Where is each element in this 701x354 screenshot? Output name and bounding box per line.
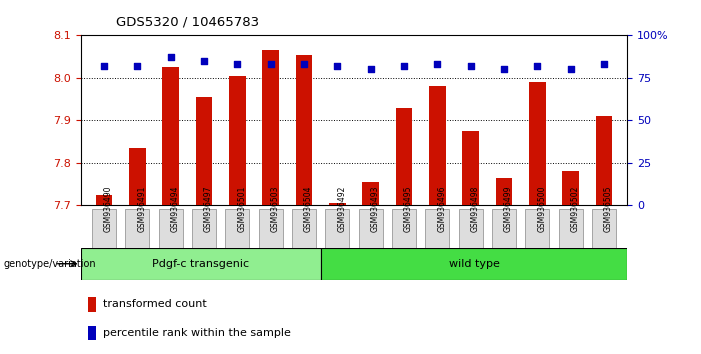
Point [265, 62, 276, 67]
Point [98, 63, 109, 69]
Text: GSM936499: GSM936499 [504, 185, 513, 232]
FancyBboxPatch shape [225, 209, 250, 273]
FancyBboxPatch shape [359, 209, 383, 273]
Text: GSM936495: GSM936495 [404, 185, 413, 232]
Point [565, 67, 576, 72]
FancyBboxPatch shape [458, 209, 483, 273]
Bar [229, 76, 245, 205]
FancyBboxPatch shape [525, 209, 550, 273]
Bar [529, 82, 545, 205]
Point [198, 58, 210, 64]
Text: GSM936504: GSM936504 [304, 185, 313, 232]
Text: GSM936497: GSM936497 [204, 185, 213, 232]
FancyBboxPatch shape [292, 209, 316, 273]
Point [599, 62, 610, 67]
Text: genotype/variation: genotype/variation [4, 259, 96, 269]
Text: GSM936505: GSM936505 [604, 185, 613, 232]
FancyBboxPatch shape [392, 209, 416, 273]
Text: percentile rank within the sample: percentile rank within the sample [103, 328, 291, 338]
FancyBboxPatch shape [320, 248, 627, 280]
Bar [296, 55, 313, 205]
FancyBboxPatch shape [158, 209, 183, 273]
FancyBboxPatch shape [92, 209, 116, 273]
Point [532, 63, 543, 69]
Text: GSM936501: GSM936501 [238, 185, 246, 232]
Text: GSM936498: GSM936498 [470, 185, 479, 232]
Bar [395, 108, 412, 205]
Point [465, 63, 476, 69]
Bar [496, 178, 512, 205]
Text: transformed count: transformed count [103, 299, 207, 309]
Bar [463, 131, 479, 205]
FancyBboxPatch shape [125, 209, 149, 273]
FancyBboxPatch shape [592, 209, 616, 273]
Point [398, 63, 409, 69]
Point [232, 62, 243, 67]
Text: GSM936493: GSM936493 [371, 185, 380, 232]
Point [365, 67, 376, 72]
Bar [596, 116, 613, 205]
FancyBboxPatch shape [325, 209, 349, 273]
FancyBboxPatch shape [259, 209, 283, 273]
Bar [262, 50, 279, 205]
Bar [562, 171, 579, 205]
Bar [196, 97, 212, 205]
Text: GSM936492: GSM936492 [337, 185, 346, 232]
Text: GSM936491: GSM936491 [137, 185, 147, 232]
FancyBboxPatch shape [192, 209, 216, 273]
Point [165, 55, 176, 60]
Text: GSM936500: GSM936500 [538, 185, 546, 232]
Bar [362, 182, 379, 205]
Bar [95, 195, 112, 205]
Text: GSM936503: GSM936503 [271, 185, 280, 232]
Point [299, 62, 310, 67]
Text: wild type: wild type [449, 259, 500, 269]
Point [132, 63, 143, 69]
Bar [163, 67, 179, 205]
Point [332, 63, 343, 69]
FancyBboxPatch shape [492, 209, 516, 273]
FancyBboxPatch shape [81, 248, 320, 280]
Point [432, 62, 443, 67]
FancyBboxPatch shape [426, 209, 449, 273]
Text: GSM936496: GSM936496 [437, 185, 447, 232]
Bar [429, 86, 446, 205]
Text: GSM936490: GSM936490 [104, 185, 113, 232]
Text: GSM936494: GSM936494 [170, 185, 179, 232]
Text: GDS5320 / 10465783: GDS5320 / 10465783 [116, 15, 259, 28]
Text: GSM936502: GSM936502 [571, 185, 580, 232]
Text: Pdgf-c transgenic: Pdgf-c transgenic [152, 259, 249, 269]
Bar [329, 203, 346, 205]
Bar [129, 148, 146, 205]
Point [498, 67, 510, 72]
FancyBboxPatch shape [559, 209, 583, 273]
